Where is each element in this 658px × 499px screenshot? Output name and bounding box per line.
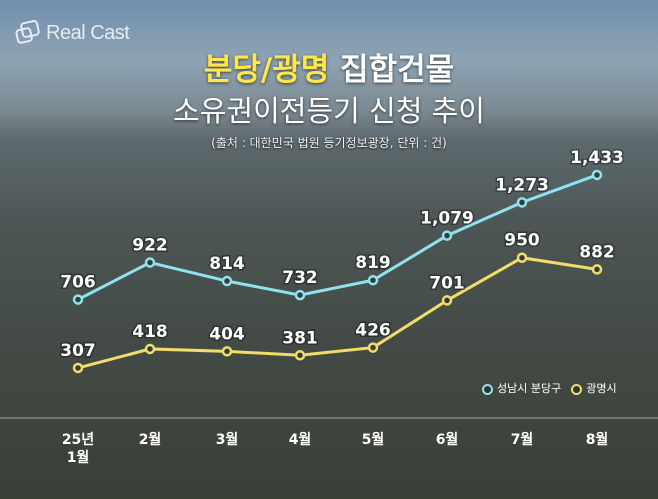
legend-item-bundang: 성남시 분당구 bbox=[482, 380, 561, 396]
data-point bbox=[221, 275, 233, 287]
data-point bbox=[591, 264, 603, 275]
data-label: 418 bbox=[132, 322, 168, 342]
data-label: 950 bbox=[504, 231, 540, 251]
data-point bbox=[294, 350, 306, 361]
data-label: 1,433 bbox=[570, 148, 624, 168]
data-point bbox=[221, 346, 233, 357]
data-point bbox=[591, 169, 603, 181]
data-point bbox=[441, 295, 453, 306]
data-label: 814 bbox=[209, 254, 245, 274]
series-line-1 bbox=[77, 256, 598, 370]
x-tick-label: 7월 bbox=[511, 431, 534, 448]
data-label: 1,079 bbox=[420, 209, 474, 229]
data-point bbox=[144, 257, 156, 268]
x-tick-label: 4월 bbox=[289, 431, 312, 448]
legend-label: 광명시 bbox=[586, 382, 617, 395]
data-label: 381 bbox=[282, 328, 318, 348]
data-label: 701 bbox=[429, 273, 465, 293]
data-point bbox=[144, 343, 156, 355]
title-highlight: 분당/광명 bbox=[203, 52, 330, 88]
data-label: 404 bbox=[209, 324, 245, 344]
legend-item-gwangmyeong: 광명시 bbox=[571, 380, 617, 396]
chart-title: 분당/광명 집합건물 bbox=[0, 44, 658, 89]
logo-text: Real Cast bbox=[46, 21, 130, 44]
legend: 성남시 분당구 광명시 bbox=[482, 380, 617, 396]
data-label: 732 bbox=[282, 268, 318, 288]
x-tick-label: 6월 bbox=[436, 431, 459, 448]
title-rest: 집합건물 bbox=[340, 52, 455, 88]
data-label: 819 bbox=[355, 253, 391, 273]
legend-marker-icon bbox=[482, 383, 493, 395]
chart-subtitle: 소유권이전등기 신청 추이 bbox=[173, 94, 485, 128]
series-line-0 bbox=[77, 173, 598, 301]
data-label: 882 bbox=[579, 242, 615, 262]
data-point bbox=[516, 197, 528, 208]
x-tick-label: 2월 bbox=[139, 431, 162, 448]
data-point bbox=[72, 294, 84, 305]
data-label: 922 bbox=[132, 236, 168, 256]
legend-label: 성남시 분당구 bbox=[497, 382, 562, 395]
x-tick-label: 8월 bbox=[586, 431, 609, 448]
data-point bbox=[72, 362, 84, 374]
data-label: 1,273 bbox=[495, 175, 549, 195]
x-tick-label: 3월 bbox=[216, 431, 239, 448]
data-label: 426 bbox=[355, 321, 391, 341]
realcast-logo: Real Cast bbox=[14, 20, 130, 46]
data-point bbox=[367, 342, 379, 353]
data-point bbox=[441, 230, 453, 241]
x-tick-label: 5월 bbox=[362, 431, 385, 448]
legend-marker-icon bbox=[571, 383, 583, 395]
logo-icon bbox=[15, 20, 40, 44]
data-label: 706 bbox=[60, 273, 96, 293]
data-point bbox=[516, 252, 528, 263]
x-tick-label: 25년 1월 bbox=[62, 432, 94, 466]
source-note: (출처 : 대한민국 법원 등기정보광장, 단위 : 건) bbox=[211, 136, 447, 150]
data-point bbox=[367, 274, 379, 286]
data-label: 307 bbox=[60, 341, 96, 361]
data-point bbox=[294, 289, 306, 301]
